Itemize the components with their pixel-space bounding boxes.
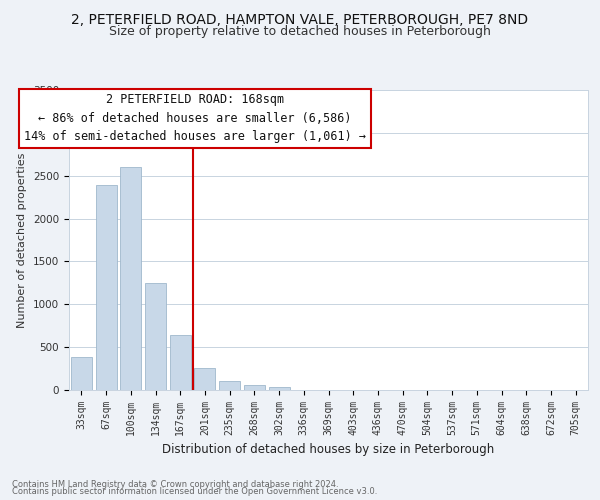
Text: 2, PETERFIELD ROAD, HAMPTON VALE, PETERBOROUGH, PE7 8ND: 2, PETERFIELD ROAD, HAMPTON VALE, PETERB… [71,12,529,26]
Bar [95,185,116,390]
Bar [194,368,215,390]
Bar [120,167,141,390]
Y-axis label: Number of detached properties: Number of detached properties [17,152,28,328]
X-axis label: Distribution of detached houses by size in Peterborough: Distribution of detached houses by size … [163,444,494,456]
Bar [170,335,191,390]
Text: Size of property relative to detached houses in Peterborough: Size of property relative to detached ho… [109,25,491,38]
Bar [269,388,290,390]
Bar [145,283,166,390]
Bar [219,382,240,390]
Bar [244,386,265,390]
Bar [71,356,92,390]
Text: Contains public sector information licensed under the Open Government Licence v3: Contains public sector information licen… [12,487,377,496]
Text: Contains HM Land Registry data © Crown copyright and database right 2024.: Contains HM Land Registry data © Crown c… [12,480,338,489]
Text: 2 PETERFIELD ROAD: 168sqm
← 86% of detached houses are smaller (6,586)
14% of se: 2 PETERFIELD ROAD: 168sqm ← 86% of detac… [24,94,366,144]
